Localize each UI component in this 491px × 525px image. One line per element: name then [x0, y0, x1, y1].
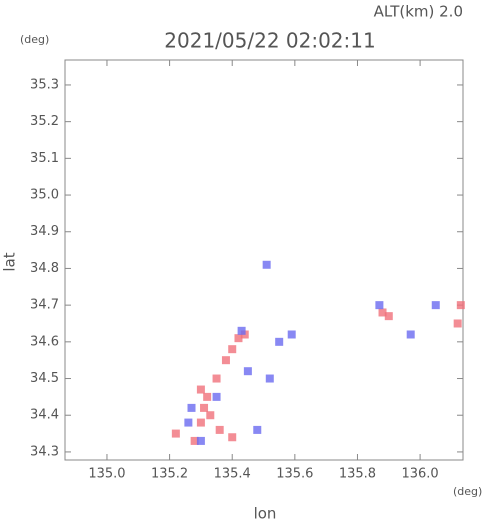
x-axis-label: lon: [254, 505, 277, 522]
echo-point: [453, 319, 462, 328]
echo-point: [262, 260, 271, 269]
y-tick-label: 35.3: [30, 77, 59, 92]
echo-point: [215, 425, 224, 434]
y-tick-label: 35.0: [30, 188, 59, 203]
echo-point: [243, 367, 252, 376]
echo-point: [196, 436, 205, 445]
y-tick-label: 35.2: [30, 114, 59, 129]
y-tick-label: 34.3: [30, 444, 59, 459]
x-tick-label: 136.0: [401, 467, 438, 482]
x-tick-label: 135.8: [339, 467, 376, 482]
echo-point: [212, 374, 221, 383]
echo-point: [212, 392, 221, 401]
echo-point: [253, 425, 262, 434]
x-tick-label: 135.2: [151, 467, 188, 482]
echo-point: [203, 392, 212, 401]
echo-point: [265, 374, 274, 383]
echo-point: [200, 403, 209, 412]
y-tick-label: 34.5: [30, 371, 59, 386]
y-tick-label: 34.4: [30, 408, 59, 423]
y-tick-label: 34.7: [30, 298, 59, 313]
echo-point: [196, 418, 205, 427]
y-tick-label: 34.8: [30, 261, 59, 276]
x-tick-label: 135.4: [214, 467, 251, 482]
x-unit: (deg): [453, 485, 482, 498]
x-tick-label: 135.6: [276, 467, 313, 482]
echo-point: [375, 301, 384, 310]
y-tick-label: 34.6: [30, 334, 59, 349]
echo-point: [287, 330, 296, 339]
echo-point: [406, 330, 415, 339]
echo-point: [431, 301, 440, 310]
plot-frame: [64, 59, 464, 461]
echo-point: [384, 312, 393, 321]
echo-point: [228, 345, 237, 354]
chart-title: 2021/05/22 02:02:11: [164, 29, 375, 53]
echo-point: [221, 356, 230, 365]
y-tick-label: 35.1: [30, 151, 59, 166]
echo-point: [378, 308, 387, 317]
y-axis-label: lat: [1, 252, 19, 271]
echo-point: [206, 411, 215, 420]
echo-point: [187, 403, 196, 412]
echo-point: [275, 337, 284, 346]
echo-point: [234, 334, 243, 343]
echo-point: [228, 433, 237, 442]
echo-point: [237, 326, 246, 335]
echo-point: [171, 429, 180, 438]
x-tick-label: 135.0: [88, 467, 125, 482]
altitude: ALT(km) 2.0: [374, 3, 463, 21]
echo-point: [456, 301, 465, 310]
y-tick-label: 34.9: [30, 224, 59, 239]
echo-point: [196, 385, 205, 394]
y-unit: (deg): [20, 33, 49, 46]
echo-point: [190, 436, 199, 445]
echo-point: [184, 418, 193, 427]
